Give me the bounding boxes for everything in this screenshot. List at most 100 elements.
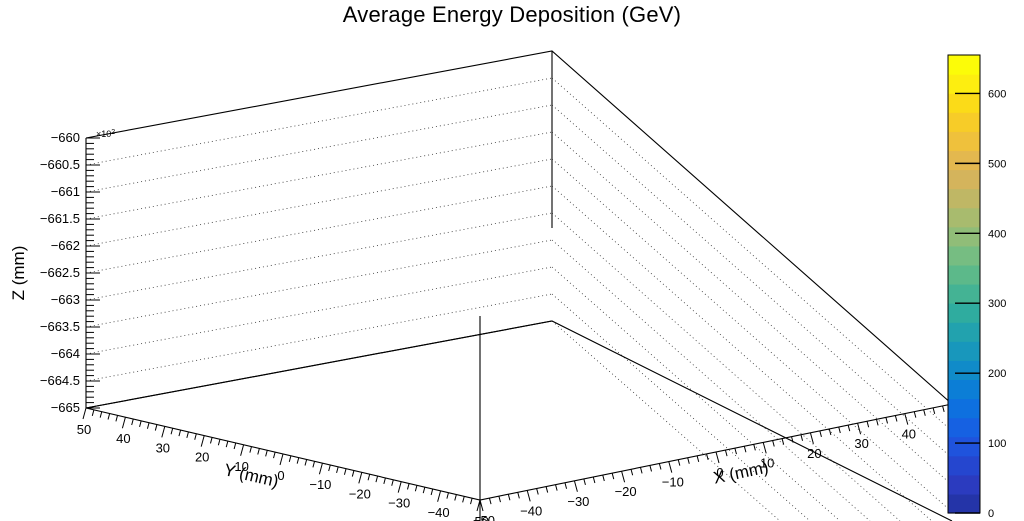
data-box	[535, 0, 538, 5]
data-box	[330, 0, 332, 4]
data-box	[387, 0, 391, 7]
data-box-side	[627, 0, 630, 20]
data-box	[649, 0, 652, 5]
data-box-side	[397, 0, 399, 16]
data-box	[433, 0, 439, 16]
data-box	[598, 0, 604, 15]
color-palette-bar[interactable]	[948, 55, 980, 514]
data-box	[213, 0, 216, 5]
bounding-box-wireframe	[85, 50, 953, 521]
data-box	[257, 0, 261, 8]
data-box-side	[496, 0, 499, 21]
data-box	[488, 0, 497, 23]
data-box	[550, 0, 558, 19]
y-axis-title: Y (mm)	[222, 460, 280, 491]
data-box	[425, 0, 432, 18]
y-axis-tick-label: −10	[309, 477, 331, 492]
data-box	[453, 0, 456, 7]
data-box	[593, 0, 600, 17]
x-axis-ticks: −50 −40 −30 −20 −10 0 10 20 30 40	[473, 405, 945, 521]
data-box	[704, 0, 708, 8]
data-box	[291, 0, 294, 6]
data-box-side	[501, 0, 503, 16]
data-box	[806, 0, 809, 7]
data-box-side	[438, 0, 440, 13]
data-box	[271, 0, 275, 8]
data-box	[516, 0, 519, 6]
data-box	[690, 0, 693, 6]
data-box-side	[379, 0, 381, 15]
data-box	[574, 0, 581, 19]
data-box	[406, 0, 409, 7]
data-box	[558, 0, 567, 23]
data-box	[432, 0, 435, 5]
data-box	[896, 0, 898, 3]
data-box	[572, 0, 576, 9]
data-box	[551, 0, 554, 4]
data-box	[825, 0, 828, 4]
data-box	[325, 0, 329, 8]
data-box	[395, 0, 399, 9]
data-box	[592, 0, 594, 4]
data-box	[630, 0, 634, 9]
data-box	[607, 0, 614, 17]
data-box	[292, 0, 297, 11]
data-box	[483, 0, 489, 13]
data-box	[587, 0, 590, 2]
data-box	[627, 0, 630, 6]
data-box-side	[662, 0, 664, 17]
data-box	[413, 0, 416, 6]
data-box	[374, 0, 377, 7]
data-box	[791, 0, 794, 5]
data-box	[417, 0, 419, 3]
data-box-side	[423, 0, 425, 19]
data-box	[472, 0, 479, 16]
data-box-side	[622, 0, 624, 16]
data-box	[279, 0, 284, 12]
color-palette-band	[948, 131, 980, 152]
grid-back-right	[551, 77, 953, 521]
data-box	[271, 0, 275, 8]
data-box	[544, 0, 546, 4]
color-palette-band	[948, 303, 980, 323]
data-box	[580, 0, 583, 7]
z-axis-tick-label: −661	[51, 184, 80, 199]
data-box-hot-side	[486, 0, 488, 48]
data-box	[176, 0, 178, 4]
data-box	[364, 0, 367, 6]
data-box	[750, 0, 753, 6]
y-axis-ticks: 50 40 30 20 10 0 −10 −20 −30 −40 −50	[77, 407, 489, 521]
data-box	[541, 0, 549, 20]
color-palette-band	[948, 322, 980, 342]
data-box	[539, 0, 543, 3]
data-box	[379, 0, 381, 4]
data-box	[364, 0, 368, 8]
data-box	[857, 0, 860, 5]
data-box	[829, 0, 832, 6]
data-box	[484, 0, 490, 14]
color-palette-band	[948, 436, 980, 457]
data-box	[343, 0, 346, 6]
data-box	[768, 0, 771, 7]
y-axis-tick-label: −20	[349, 486, 371, 501]
data-box	[611, 0, 614, 5]
color-palette-tick-label: 500	[988, 158, 1006, 170]
data-box	[738, 0, 741, 6]
color-palette-band	[948, 169, 980, 190]
data-box	[693, 0, 696, 6]
data-box-hot-side	[486, 0, 488, 47]
data-box	[515, 0, 519, 10]
data-box	[510, 0, 518, 20]
data-box	[554, 0, 556, 3]
data-box	[445, 0, 450, 10]
data-box	[315, 0, 319, 10]
data-box-side	[438, 0, 441, 22]
y-axis-tick-label: 10	[234, 459, 248, 474]
data-box	[312, 0, 318, 14]
data-box	[455, 0, 457, 4]
data-box	[355, 0, 359, 8]
data-box	[916, 0, 918, 4]
data-box-side	[485, 0, 487, 13]
data-box	[198, 0, 201, 5]
data-box	[487, 0, 492, 13]
